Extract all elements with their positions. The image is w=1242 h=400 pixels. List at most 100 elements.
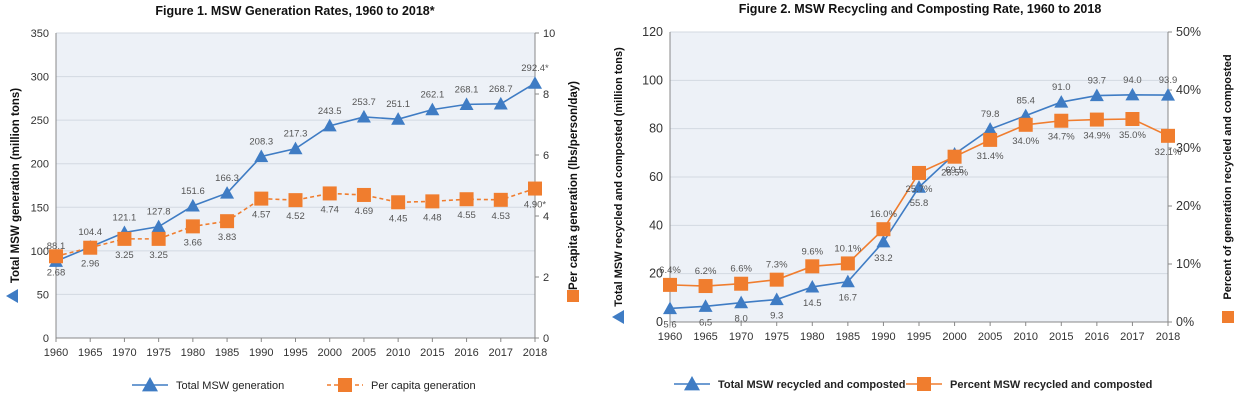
data-label: 9.6%	[801, 246, 823, 257]
data-label: 121.1	[113, 212, 137, 223]
legend-marker-triangle	[142, 377, 158, 392]
x-tick-label: 2018	[523, 347, 547, 359]
data-label: 4.90*	[524, 200, 546, 211]
legend-label: Percent MSW recycled and composted	[950, 379, 1152, 391]
data-label: 262.1	[420, 90, 444, 101]
data-point-triangle	[876, 234, 891, 248]
data-label: 4.69	[355, 206, 374, 217]
data-label: 2.68	[47, 267, 66, 278]
y-right-tick-label: 6	[543, 150, 549, 162]
y-left-tick-label: 100	[642, 73, 663, 87]
data-label: 14.5	[803, 298, 822, 309]
x-tick-label: 1965	[78, 347, 102, 359]
data-point-triangle	[288, 141, 303, 155]
y-right-tick-label: 8	[543, 89, 549, 101]
y-left-tick-label: 60	[649, 170, 663, 184]
data-label: 268.7	[489, 84, 513, 95]
y-right-tick-label: 30%	[1176, 141, 1201, 155]
data-point-square	[185, 219, 200, 234]
data-label: 4.52	[286, 211, 305, 222]
data-point-triangle	[698, 299, 713, 312]
data-label: 4.57	[252, 210, 271, 221]
y-left-tick-label: 20	[649, 267, 663, 281]
data-point-square	[876, 222, 891, 237]
data-point-square	[528, 181, 542, 196]
y-right-tick-label: 0%	[1176, 315, 1194, 329]
y-right-tick-label: 2	[543, 272, 549, 284]
data-label: 34.7%	[1048, 132, 1075, 143]
data-point-triangle	[805, 279, 820, 293]
data-point-square	[769, 272, 784, 287]
data-point-triangle	[1125, 87, 1140, 101]
chart-title: Figure 2. MSW Recycling and Composting R…	[739, 2, 1102, 16]
data-point-square	[220, 214, 235, 229]
data-point-triangle	[322, 118, 337, 132]
data-label: 35.0%	[1119, 130, 1146, 141]
y-right-tick-label: 4	[543, 211, 549, 223]
y-right-tick-label: 0	[543, 333, 549, 345]
data-label: 3.25	[149, 250, 168, 261]
data-point-square	[117, 231, 132, 246]
data-point-triangle	[1054, 95, 1069, 108]
data-point-triangle	[356, 109, 371, 123]
data-label: 6.2%	[695, 266, 717, 277]
legend-marker-triangle	[684, 376, 700, 391]
data-label: 2.96	[81, 259, 100, 270]
data-label: 4.74	[320, 204, 339, 215]
data-label: 151.6	[181, 186, 205, 197]
data-label: 4.53	[492, 211, 511, 222]
legend-label: Total MSW recycled and composted	[718, 379, 905, 391]
y-right-axis-title: Per capita generation (lbs/person/day)	[568, 81, 580, 290]
x-tick-label: 2000	[942, 331, 966, 343]
data-point-triangle	[840, 274, 855, 288]
x-tick-label: 2017	[1120, 331, 1144, 343]
plot-area	[56, 33, 535, 338]
x-tick-label: 2017	[489, 347, 513, 359]
data-label: 3.66	[184, 237, 203, 248]
data-label: 217.3	[284, 129, 308, 140]
data-label: 91.0	[1052, 82, 1071, 93]
data-point-square	[49, 249, 63, 264]
x-tick-label: 2005	[978, 331, 1002, 343]
left-axis-series-indicator	[6, 289, 18, 303]
data-label: 253.7	[352, 97, 376, 108]
data-point-square	[288, 193, 303, 208]
data-point-triangle	[912, 180, 926, 193]
data-point-triangle	[528, 76, 542, 89]
data-label: 28.5%	[941, 168, 968, 179]
data-point-triangle	[391, 112, 406, 125]
y-right-tick-label: 50%	[1176, 25, 1201, 39]
data-label: 94.0	[1123, 75, 1142, 86]
x-tick-label: 1975	[764, 331, 788, 343]
x-tick-label: 1970	[112, 347, 136, 359]
data-label: 31.4%	[977, 151, 1004, 162]
data-point-square	[983, 132, 998, 147]
x-tick-label: 1985	[215, 347, 239, 359]
data-point-triangle	[185, 198, 200, 212]
data-point-square	[322, 186, 337, 201]
y-left-tick-label: 250	[31, 115, 49, 127]
data-point-square	[391, 195, 406, 210]
data-label: 93.7	[1088, 76, 1107, 87]
x-tick-label: 1975	[146, 347, 170, 359]
data-label: 55.8	[910, 198, 929, 209]
data-point-square	[83, 240, 98, 255]
data-label: 25.7%	[906, 184, 933, 195]
data-label: 16.7	[839, 293, 858, 304]
data-point-triangle	[151, 219, 166, 233]
data-label: 104.4	[78, 227, 102, 238]
x-tick-label: 1990	[871, 331, 895, 343]
y-left-tick-label: 300	[31, 72, 49, 84]
data-label: 166.3	[215, 173, 239, 184]
data-point-square	[840, 256, 855, 271]
data-point-square	[1089, 112, 1104, 127]
data-point-square	[1018, 117, 1033, 132]
x-tick-label: 1985	[836, 331, 860, 343]
right-axis-series-indicator	[567, 290, 579, 302]
y-left-axis-title: Total MSW recycled and composted (millio…	[613, 47, 625, 307]
x-tick-label: 1965	[693, 331, 717, 343]
x-tick-label: 1980	[181, 347, 205, 359]
data-label: 93.9	[1159, 75, 1178, 86]
x-tick-label: 1980	[800, 331, 824, 343]
